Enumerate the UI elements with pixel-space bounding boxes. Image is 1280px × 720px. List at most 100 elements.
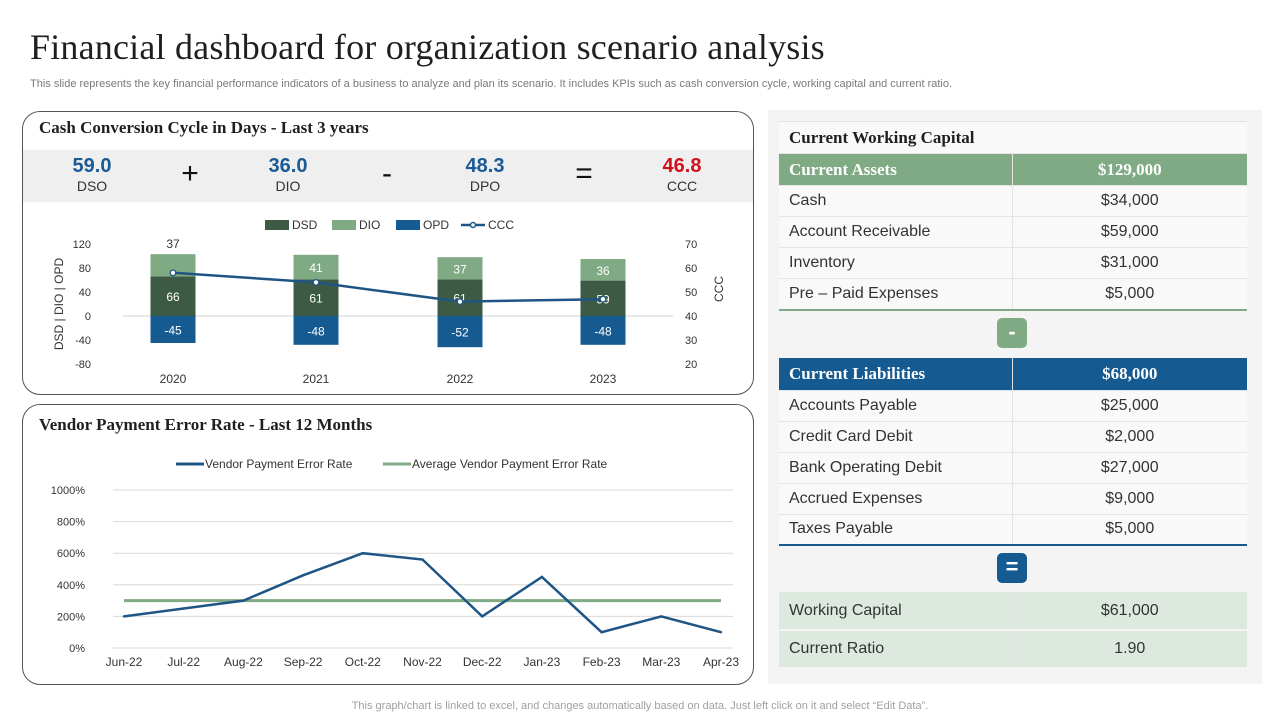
legend-label: OPD: [423, 218, 449, 232]
bar-opd: [293, 316, 339, 345]
ccc-line: [172, 271, 604, 303]
y-tick-label: 600%: [57, 548, 85, 560]
data-point: [301, 574, 305, 577]
y2-axis-title: CCC: [712, 276, 726, 302]
data-point: [660, 615, 663, 618]
table-row: Pre – Paid Expenses $5,000: [779, 278, 1247, 311]
kpi-dio-label: DIO: [275, 178, 301, 194]
bar-opd: [580, 316, 626, 345]
working-capital-label: Working Capital: [779, 592, 1012, 631]
liability-label: Taxes Payable: [779, 514, 1012, 546]
legend-marker: [469, 221, 477, 229]
table-row: Cash $34,000: [779, 185, 1247, 217]
kpi-ccc-label: CCC: [666, 178, 698, 194]
working-capital-caption: Current Working Capital: [779, 121, 1247, 154]
page-subtitle: This slide represents the key financial …: [30, 78, 953, 90]
x-tick-label: 2022: [447, 372, 474, 386]
y-tick-label: 0: [85, 311, 91, 323]
y2-tick-label: 30: [685, 335, 697, 347]
y2-tick-label: 20: [685, 359, 697, 371]
liability-label: Accrued Expenses: [779, 483, 1012, 515]
data-point: [540, 575, 544, 579]
bar-dio: [437, 257, 483, 280]
kpi-ccc: 46.8 CCC: [627, 154, 737, 194]
x-tick-label: Jan-23: [524, 655, 561, 669]
asset-value: $34,000: [1011, 185, 1247, 217]
kpi-dpo-value: 48.3: [465, 155, 505, 177]
legend-label: Vendor Payment Error Rate: [205, 457, 353, 471]
y-tick-label: 800%: [57, 517, 85, 529]
y-axis-title: DSD | DIO | OPD: [52, 258, 66, 351]
bar-dio: [150, 254, 196, 277]
table-row: Current Ratio 1.90: [779, 630, 1247, 669]
kpi-band: 59.0 DSO + 36.0 DIO - 48.3 DPO = 46.8 CC…: [23, 150, 753, 202]
plus-operator: +: [181, 157, 199, 190]
ccc-point: [312, 278, 320, 286]
y-tick-label: 1000%: [51, 485, 85, 497]
ccc-point: [599, 295, 607, 303]
ccc-chart: DSD DIO OPD CCC 120 80 40 0 -40 -80 70 60 50 40 30 20 DS…: [52, 218, 726, 386]
liabilities-header-value: $68,000: [1011, 358, 1247, 391]
legend-label: DSD: [292, 218, 318, 232]
x-tick-label: Oct-22: [345, 655, 381, 669]
y2-tick-label: 60: [685, 263, 697, 275]
x-tick-label: Mar-23: [642, 655, 680, 669]
equals-operator: =: [575, 157, 593, 190]
x-tick-label: Jul-22: [167, 655, 200, 669]
data-label-dio: 41: [309, 261, 323, 275]
y-tick-label: 40: [79, 287, 91, 299]
data-label-opd: -48: [594, 324, 612, 338]
kpi-dso-label: DSO: [76, 178, 108, 194]
data-label-dsd: 66: [166, 290, 180, 304]
x-tick-label: 2023: [590, 372, 617, 386]
bar-opd: [437, 316, 483, 348]
legend-label: DIO: [359, 218, 380, 232]
data-point: [361, 552, 364, 555]
table-row: Bank Operating Debit $27,000: [779, 452, 1247, 484]
data-label-opd: -52: [451, 326, 469, 340]
y-tick-label: 120: [73, 239, 91, 251]
kpi-dso: 59.0 DSO: [37, 154, 147, 194]
vendor-panel: Vendor Payment Error Rate - Last 12 Mont…: [22, 404, 754, 685]
table-row: Credit Card Debit $2,000: [779, 421, 1247, 453]
bar-dio: [580, 259, 626, 281]
asset-value: $5,000: [1011, 278, 1247, 311]
legend-label: CCC: [488, 218, 514, 232]
legend-swatch: [332, 220, 356, 230]
x-tick-label: 2021: [303, 372, 330, 386]
assets-header-value: $129,000: [1011, 153, 1247, 186]
vendor-chart: Vendor Payment Error Rate Average Vendor …: [51, 457, 740, 669]
liability-value: $2,000: [1011, 421, 1247, 453]
data-point: [122, 615, 126, 618]
data-label-dsd: 61: [309, 292, 323, 306]
current-ratio-label: Current Ratio: [779, 630, 1012, 669]
assets-header-label: Current Assets: [779, 153, 1012, 186]
x-tick-label: Feb-23: [583, 655, 621, 669]
bar-dsd: [437, 279, 483, 316]
table-row: Working Capital $61,000: [779, 592, 1247, 631]
vendor-error-rate-line: [123, 551, 722, 634]
x-tick-label: 2020: [160, 372, 187, 386]
y-tick-label: 80: [79, 263, 91, 275]
page-title: Financial dashboard for organization sce…: [30, 27, 825, 67]
data-point: [600, 631, 603, 634]
liabilities-table: Current Liabilities $68,000 Accounts Pay…: [779, 358, 1247, 546]
results-table: Working Capital $61,000 Current Ratio 1.…: [779, 592, 1247, 669]
table-row: Account Receivable $59,000: [779, 216, 1247, 248]
ccc-panel-title: Cash Conversion Cycle in Days - Last 3 y…: [39, 118, 369, 137]
table-row: Accounts Payable $25,000: [779, 390, 1247, 422]
asset-label: Cash: [779, 185, 1012, 217]
asset-label: Pre – Paid Expenses: [779, 278, 1012, 311]
x-tick-label: Jun-22: [106, 655, 143, 669]
data-label-opd: -45: [164, 324, 182, 338]
vendor-panel-title: Vendor Payment Error Rate - Last 12 Mont…: [39, 415, 373, 434]
data-label-opd: -48: [307, 324, 325, 338]
x-tick-label: Apr-23: [703, 655, 739, 669]
x-tick-label: Sep-22: [284, 655, 323, 669]
kpi-dpo-label: DPO: [469, 178, 501, 194]
liability-value: $9,000: [1011, 483, 1247, 515]
y-tick-label: 400%: [57, 580, 85, 592]
legend-swatch: [396, 220, 420, 230]
data-point: [242, 599, 245, 602]
kpi-dio: 36.0 DIO: [233, 154, 343, 194]
